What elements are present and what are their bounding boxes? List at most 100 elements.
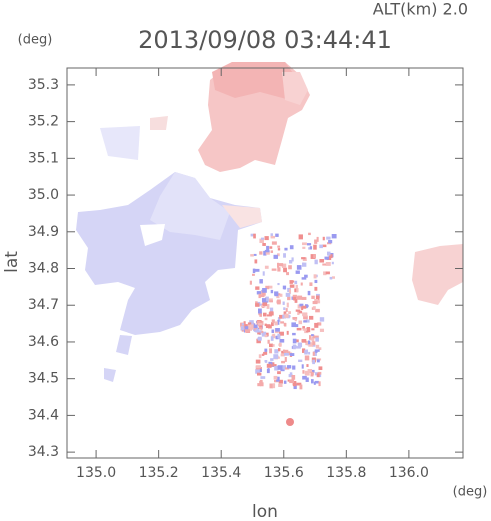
echo-speck (271, 329, 275, 333)
echo-speck (281, 360, 286, 364)
echo-speck (277, 293, 281, 296)
echo-speck (259, 368, 262, 372)
echo-speck (276, 295, 280, 299)
echo-speck (294, 318, 297, 322)
echo-speck (289, 245, 294, 250)
echo-speck (299, 384, 303, 390)
echo-speck (277, 299, 281, 305)
echo-speck (288, 311, 292, 314)
echo-speck (319, 328, 325, 332)
echo-speck (314, 299, 319, 302)
echo-speck (294, 288, 298, 293)
echo-speck (282, 285, 287, 290)
y-tick-label: 34.6 (28, 334, 59, 350)
echo-speck (250, 233, 256, 237)
echo-speck (296, 327, 302, 331)
x-tick-label: 135.2 (139, 465, 179, 481)
echo-speck (314, 239, 318, 244)
echo-speck (282, 301, 285, 305)
echo-speck (264, 265, 269, 269)
echo-speck (325, 271, 330, 275)
echo-speck (277, 371, 281, 375)
echo-speck (302, 305, 307, 309)
echo-speck (277, 317, 281, 322)
echo-speck (243, 321, 246, 326)
echo-speck (270, 289, 274, 294)
echo-speck (257, 372, 262, 376)
echo-speck (255, 328, 260, 333)
echo-speck (272, 333, 276, 337)
echo-speck (277, 262, 280, 268)
echo-speck (331, 276, 335, 279)
echo-speck (281, 263, 287, 269)
echo-speck (283, 349, 286, 353)
y-tick-label: 35.2 (28, 114, 59, 130)
echo-speck (313, 351, 317, 356)
echo-speck (246, 324, 250, 328)
echo-speck (323, 271, 327, 276)
echo-speck (296, 346, 301, 349)
echo-speck (329, 254, 333, 259)
echo-speck (259, 279, 263, 284)
echo-speck (302, 375, 307, 380)
echo-speck (315, 308, 320, 313)
echo-speck (280, 353, 285, 357)
echo-speck (317, 322, 322, 326)
echo-speck (277, 356, 280, 359)
echo-speck (268, 285, 273, 289)
echo-speck (274, 321, 278, 326)
echo-speck (270, 250, 274, 253)
echo-speck (255, 286, 260, 290)
echo-speck (278, 263, 284, 267)
echo-speck (301, 277, 307, 280)
echo-speck (308, 351, 311, 355)
echo-speck (324, 256, 329, 260)
echo-speck (259, 251, 263, 255)
echo-speck (312, 351, 315, 356)
echo-speck (279, 314, 284, 319)
echo-speck (287, 365, 292, 369)
echo-speck (270, 362, 275, 367)
echo-speck (288, 265, 292, 270)
y-tick-label: 34.4 (28, 407, 59, 423)
echo-speck (309, 246, 313, 250)
echo-speck (259, 320, 264, 326)
echo-speck (261, 290, 266, 296)
echo-speck (273, 254, 278, 259)
echo-speck (314, 322, 319, 328)
echo-speck (312, 306, 316, 310)
echo-speck (321, 244, 327, 248)
echo-speck (297, 342, 303, 348)
echo-speck (258, 325, 263, 330)
echo-speck (262, 243, 266, 246)
echo-speck (272, 383, 276, 389)
echo-speck (269, 307, 274, 313)
echo-speck (271, 322, 274, 327)
y-tick-label: 35.3 (28, 77, 59, 93)
echo-speck (265, 296, 269, 302)
echo-speck (264, 317, 268, 321)
echo-speck (274, 291, 279, 296)
echo-speck (307, 290, 311, 296)
echo-speck (302, 242, 307, 246)
echo-speck (309, 282, 313, 286)
echo-speck (316, 236, 319, 242)
echo-speck (318, 381, 321, 387)
echo-speck (286, 272, 290, 276)
echo-speck (304, 370, 310, 376)
echo-speck (302, 246, 306, 249)
echo-speck (257, 332, 261, 335)
echo-speck (267, 368, 270, 372)
echo-speck (328, 240, 333, 244)
echo-speck (268, 361, 273, 366)
echo-speck (259, 294, 265, 298)
echo-speck (291, 322, 297, 328)
echo-speck (283, 349, 289, 353)
echo-speck (254, 268, 260, 272)
echo-speck (269, 383, 273, 389)
echo-speck (278, 379, 283, 384)
echo-speck (295, 284, 298, 289)
echo-speck (263, 250, 267, 256)
